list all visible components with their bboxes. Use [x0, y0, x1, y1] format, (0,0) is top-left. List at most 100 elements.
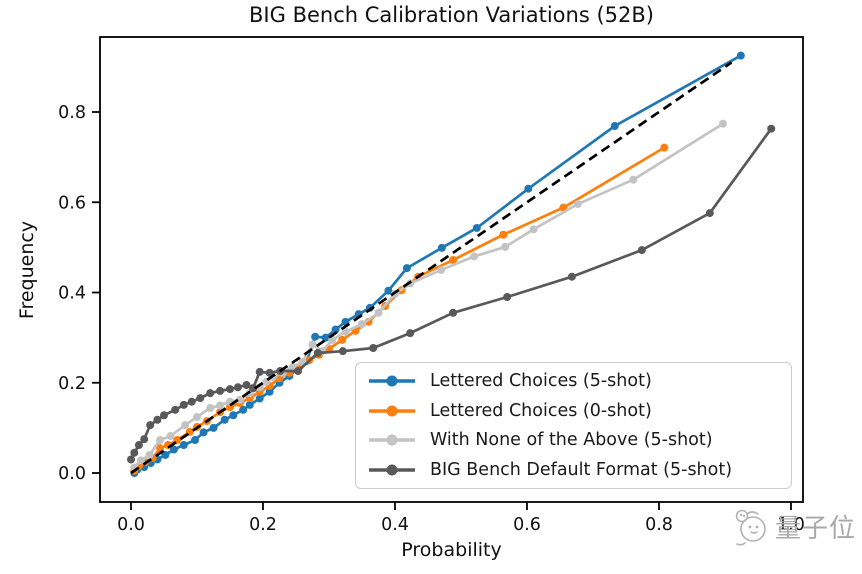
data-point	[629, 175, 638, 184]
data-point	[169, 445, 178, 454]
data-point	[501, 242, 510, 251]
x-tick-label: 0.0	[117, 515, 145, 535]
data-point	[239, 405, 248, 414]
data-point	[187, 397, 196, 406]
data-point	[384, 286, 393, 295]
data-point	[146, 421, 155, 430]
data-point	[255, 394, 264, 403]
data-point	[406, 329, 415, 338]
data-point	[206, 404, 215, 413]
data-point	[311, 332, 320, 341]
series-line-lettered-choices-5-shot-	[132, 54, 743, 475]
data-point	[610, 121, 619, 130]
data-point	[503, 293, 512, 302]
data-point	[220, 415, 229, 424]
legend-line-marker-swatch	[369, 405, 415, 417]
legend-item: BIG Bench Default Format (5-shot)	[367, 460, 785, 480]
data-point	[134, 441, 143, 450]
data-point	[153, 415, 162, 424]
y-tick-label: 0.6	[58, 193, 86, 213]
data-point	[449, 308, 458, 317]
data-point	[660, 143, 669, 152]
data-point	[245, 400, 254, 409]
data-point	[573, 200, 582, 209]
y-tick-label: 0.0	[58, 464, 86, 484]
legend-line-marker-swatch	[369, 464, 415, 476]
data-point	[191, 436, 200, 445]
y-tick-label: 0.2	[58, 374, 86, 394]
data-point	[358, 320, 366, 329]
data-point	[140, 435, 149, 444]
data-point	[171, 405, 180, 414]
perfect-calibration-diagonal	[130, 61, 733, 475]
data-point	[265, 368, 274, 377]
data-point	[206, 389, 215, 398]
x-tick-label: 0.4	[381, 515, 409, 535]
legend-item: Lettered Choices (5-shot)	[367, 371, 785, 391]
data-point	[160, 411, 168, 420]
data-point	[209, 423, 218, 432]
x-axis-label: Probability	[401, 539, 502, 561]
data-point	[374, 308, 383, 317]
data-point	[369, 344, 378, 353]
data-point	[472, 223, 481, 232]
legend-label: With None of the Above (5-shot)	[430, 430, 713, 451]
legend-box: Lettered Choices (5-shot) Lettered Choice…	[355, 362, 792, 489]
y-tick-label: 0.8	[58, 103, 86, 123]
data-point	[179, 441, 188, 450]
data-point	[229, 411, 238, 420]
data-point	[437, 243, 446, 252]
data-point	[235, 395, 244, 404]
data-point	[216, 401, 225, 410]
data-point	[249, 384, 258, 393]
data-point	[265, 387, 274, 396]
data-point	[179, 400, 188, 409]
x-tick-label: 1.0	[777, 515, 805, 535]
data-point	[313, 348, 322, 357]
legend-line-marker-swatch	[369, 375, 415, 387]
data-point	[255, 367, 264, 376]
data-point	[216, 386, 225, 395]
axes-frame	[99, 36, 804, 503]
data-point	[293, 367, 302, 376]
data-point	[136, 456, 145, 465]
legend-item: With None of the Above (5-shot)	[367, 430, 785, 450]
data-point	[233, 383, 242, 392]
data-point	[308, 340, 317, 349]
y-tick-label: 0.4	[58, 284, 86, 304]
data-point	[637, 246, 646, 255]
data-point	[402, 264, 411, 273]
data-point	[470, 252, 479, 261]
y-axis-label: Frequency	[16, 220, 38, 320]
data-point	[499, 230, 508, 239]
data-point	[242, 381, 251, 390]
data-point	[193, 413, 201, 422]
data-point	[127, 455, 135, 464]
data-point	[331, 325, 340, 334]
data-point	[705, 209, 714, 218]
data-point	[161, 450, 170, 459]
legend-line-marker-swatch	[369, 434, 415, 446]
legend-label: Lettered Choices (0-shot)	[430, 400, 652, 421]
data-point	[449, 256, 458, 265]
data-point	[199, 428, 208, 437]
data-point	[130, 448, 139, 457]
data-point	[437, 265, 446, 274]
legend-label: BIG Bench Default Format (5-shot)	[430, 460, 733, 481]
data-point	[567, 272, 576, 281]
legend-item: Lettered Choices (0-shot)	[367, 401, 785, 421]
x-tick-label: 0.8	[645, 515, 673, 535]
chart-title: BIG Bench Calibration Variations (52B)	[249, 3, 654, 27]
data-point	[145, 450, 154, 459]
data-point	[719, 119, 728, 128]
data-point	[529, 225, 538, 234]
data-point	[767, 124, 776, 133]
data-point	[181, 421, 190, 430]
data-point	[166, 431, 175, 440]
data-point	[524, 184, 533, 193]
x-tick-label: 0.6	[513, 515, 541, 535]
data-point	[156, 436, 165, 445]
x-tick-label: 0.2	[249, 515, 277, 535]
